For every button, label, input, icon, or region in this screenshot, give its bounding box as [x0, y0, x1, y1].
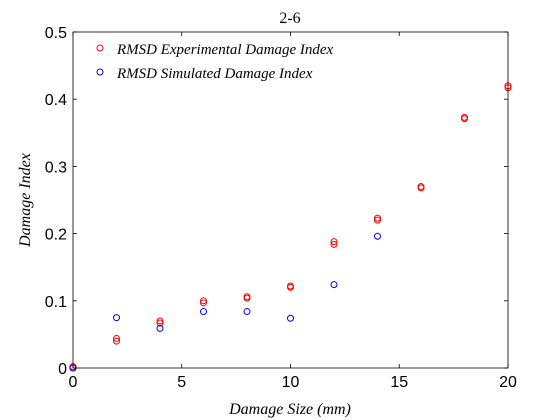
y-tick-label: 0.4	[45, 92, 67, 109]
experimental-point	[287, 282, 294, 290]
simulated-point	[374, 232, 381, 240]
experimental-point	[113, 334, 120, 342]
x-tick-label: 20	[499, 374, 517, 391]
x-axis-label: Damage Size (mm)	[228, 401, 351, 418]
legend-marker-experimental	[96, 44, 104, 52]
x-axis-ticks: 0 5 10 15 20	[69, 32, 517, 391]
experimental-point	[156, 319, 164, 327]
chart-title: 2-6	[279, 10, 300, 27]
experimental-point	[330, 238, 338, 246]
simulated-point	[113, 314, 120, 322]
legend: RMSD Experimental Damage Index RMSD Simu…	[96, 42, 334, 82]
plot-background	[73, 32, 508, 368]
experimental-point	[156, 317, 164, 325]
experimental-point	[417, 183, 425, 191]
experimental-point	[330, 240, 338, 248]
simulated-point	[156, 324, 164, 332]
x-tick-label: 15	[390, 374, 408, 391]
experimental-point	[200, 297, 207, 305]
simulated-point	[330, 281, 338, 289]
y-tick-label: 0	[58, 361, 67, 378]
x-tick-label: 10	[282, 374, 300, 391]
data-marks	[69, 82, 512, 372]
x-tick-label: 0	[69, 374, 78, 391]
experimental-point	[243, 293, 251, 301]
experimental-point	[113, 337, 120, 345]
experimental-point	[200, 299, 207, 307]
experimental-point	[374, 214, 381, 222]
y-tick-label: 0.3	[45, 159, 67, 176]
legend-marker-simulated	[96, 68, 104, 76]
y-tick-label: 0.1	[45, 294, 67, 311]
experimental-point	[374, 216, 381, 224]
x-tick-label: 5	[177, 374, 186, 391]
simulated-point	[200, 308, 207, 316]
y-axis-ticks: 0 0.1 0.2 0.3 0.4 0.5	[45, 25, 508, 378]
y-tick-label: 0.5	[45, 25, 67, 42]
simulated-point	[243, 308, 251, 316]
legend-label-simulated: RMSD Simulated Damage Index	[116, 66, 313, 82]
y-axis-label: Damage Index	[17, 153, 34, 248]
experimental-point	[461, 113, 468, 121]
legend-label-experimental: RMSD Experimental Damage Index	[116, 42, 334, 58]
y-tick-label: 0.2	[45, 227, 67, 244]
simulated-point	[287, 314, 294, 322]
